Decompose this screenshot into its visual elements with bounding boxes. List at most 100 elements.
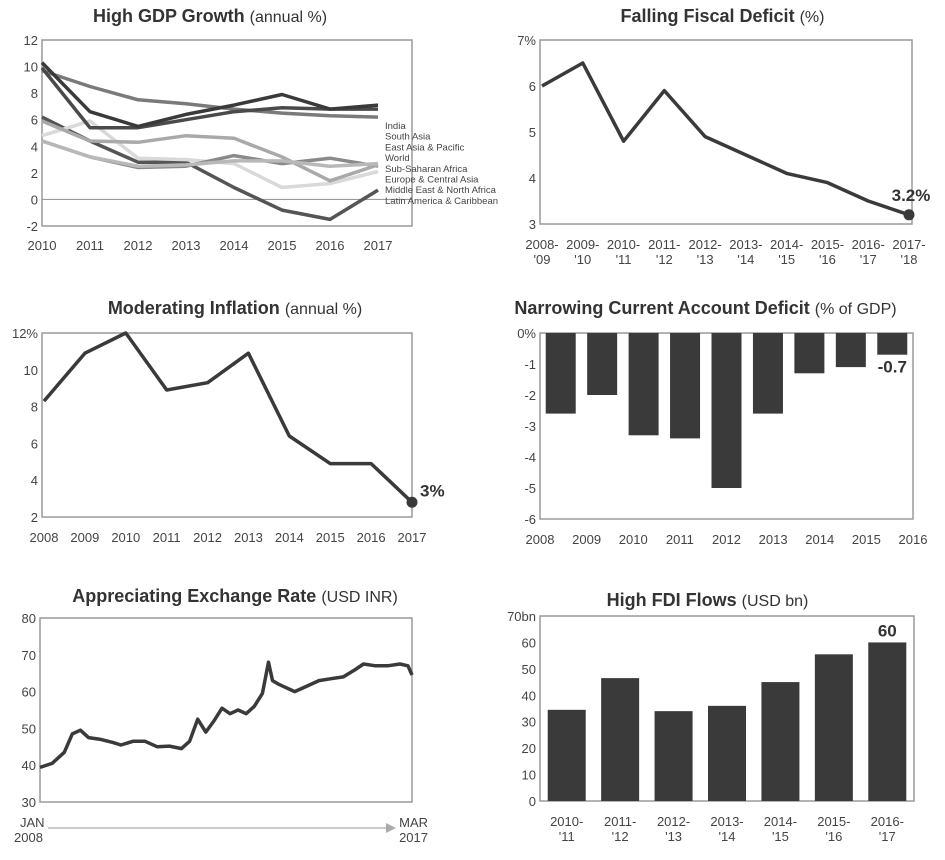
exchange-rate-line [39,660,414,770]
x-tick-label: 2011 [153,530,181,545]
x-tick-label: 2015 [316,530,345,545]
y-tick-label: 3 [529,217,536,232]
fdi-title-main: High FDI Flows [606,590,737,610]
series-line [40,61,379,129]
y-tick-label: 0 [31,192,38,207]
bar [752,333,783,414]
x-tick-label: 2014- [770,237,803,252]
x-tick-label: 2016 [357,530,386,545]
y-tick-label: 5 [529,125,536,140]
bar [708,705,746,801]
y-tick-label: -2 [26,219,38,234]
gdp-growth-panel: High GDP Growth (annual %) -2 0 2 4 6 8 10 12 20… [0,0,500,270]
x-tick-label: '11 [559,829,575,844]
y-tick-label: 50 [22,721,36,736]
fdi-title-unit: (USD bn) [741,593,809,610]
y-tick-label: 10 [522,768,536,783]
legend-label: India [385,121,406,132]
x-tick-label: 2013- [729,237,762,252]
x-tick-label: 2015- [817,814,850,829]
inflation-title: Moderating Inflation (annual %) [0,298,470,319]
x-tick-label: '13 [665,829,682,844]
y-tick-label: 12% [12,326,38,341]
x-tick-label: '13 [697,252,714,267]
y-tick-label: 60 [22,685,36,700]
x-tick-label: 2010 [111,530,140,545]
x-tick-label: '15 [772,829,789,844]
x-tick-label: 2015 [268,238,297,253]
x-start-label: JAN [20,815,45,830]
fdi-chart: 010203040506070bn2010-'112011-'122012-'1… [507,609,915,844]
plot-frame [539,39,913,225]
y-tick-label: 40 [22,758,36,773]
x-tick-label: 2017 [364,238,393,253]
x-tick-label: 2016- [852,237,885,252]
x-tick-label: 2010 [28,238,57,253]
x-tick-label: '09 [534,252,551,267]
y-tick-label: 4 [529,171,536,186]
x-tick-label: 2012- [688,237,721,252]
y-tick-label: 12 [24,33,38,48]
x-tick-label: 2009 [70,530,99,545]
bar [877,333,908,355]
exchange-rate-panel: Appreciating Exchange Rate (USD INR) 30 4… [0,578,470,860]
x-tick-label: '10 [574,252,591,267]
x-tick-label: 2013 [172,238,201,253]
x-tick-label: 2013 [234,530,263,545]
x-tick-label: 2013 [759,532,788,547]
current-account-panel: Narrowing Current Account Deficit (% of … [470,290,945,560]
x-tick-label: 2016 [316,238,345,253]
series-line [41,139,379,168]
x-tick-label: '16 [825,829,842,844]
series-line [41,119,379,183]
x-tick-label: '12 [656,252,673,267]
y-tick-label: -5 [524,481,536,496]
x-tick-label: '12 [612,829,629,844]
cad-title-main: Narrowing Current Account Deficit [514,298,810,318]
x-tick-label: 2013- [710,814,743,829]
x-tick-label: '17 [879,829,896,844]
bar [794,333,825,374]
bar-value-label: 60 [878,621,897,640]
y-tick-label: 10 [24,363,38,378]
time-arrow-head [386,823,396,833]
inflation-title-main: Moderating Inflation [107,298,280,318]
y-tick-label: 6 [31,436,38,451]
y-tick-label: 2 [31,510,38,525]
endpoint-label: 3.2% [892,186,931,205]
bar [711,333,742,488]
y-tick-label: 80 [22,611,36,626]
y-tick-label: -6 [524,512,536,527]
y-tick-label: 6 [529,79,536,94]
x-tick-label: 2010 [619,532,648,547]
series-line [41,68,379,119]
cad-title-unit: (% of GDP) [814,301,897,318]
bar-value-label: -0.7 [878,358,907,377]
x-tick-label: 2011 [666,532,694,547]
x-tick-label: 2010- [550,814,583,829]
gdp-title-main: High GDP Growth [92,6,245,26]
x-tick-label: 2015 [852,532,881,547]
y-tick-label: 2 [31,166,38,181]
legend-label: East Asia & Pacific [385,142,464,153]
y-tick-label: -4 [524,450,536,465]
inflation-title-unit: (annual %) [284,301,363,318]
endpoint-marker [406,496,418,508]
cad-title: Narrowing Current Account Deficit (% of … [468,298,943,319]
fiscal-title-main: Falling Fiscal Deficit [620,6,795,26]
legend-label: South Asia [385,132,431,143]
x-tick-label: 2009 [572,532,601,547]
gdp-title-unit: (annual %) [249,9,328,26]
bar [814,654,853,801]
fx-title-unit: (USD INR) [321,589,398,606]
bar [601,678,640,801]
x-tick-label: 2014- [764,814,797,829]
fiscal-deficit-chart: 3 4 5 6 7% 2008-'09 2009-'10 2010-'11 2011-'12 20… [517,33,931,267]
x-end-label: MAR [399,815,428,830]
x-start-label: 2008 [14,830,43,845]
x-tick-label: 2017- [892,237,925,252]
fiscal-title-unit: (%) [799,9,825,26]
inflation-chart: 2 4 6 8 10 12% 2008 2009 2010 2011 2012 2013 2014 201… [12,326,445,545]
bar [835,333,866,368]
